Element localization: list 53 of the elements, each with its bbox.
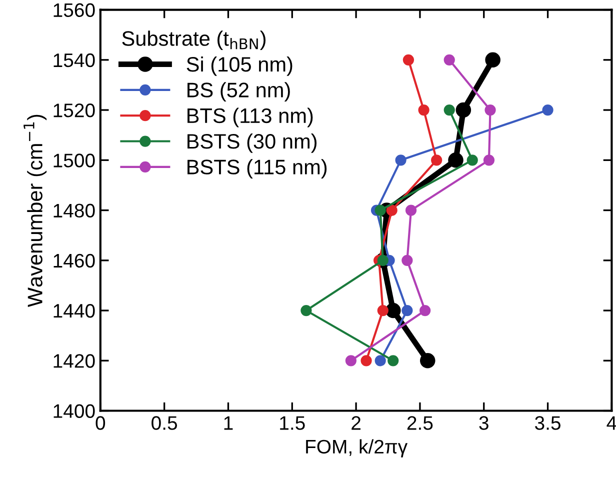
x-axis-title: FOM, k/2πγ	[306, 439, 408, 458]
y-tick-label: 1520	[54, 103, 95, 118]
y-tick-label: 1460	[54, 254, 95, 268]
point	[386, 204, 398, 216]
legend-title: Substrate (t$_{hBN}$)	[122, 30, 266, 50]
point	[484, 104, 496, 116]
x-tick-label: 1	[224, 416, 233, 430]
y-tick-label: 1480	[54, 204, 95, 218]
y-tick-label: 1420	[54, 354, 95, 368]
point	[402, 304, 413, 316]
legend-label: BS (52 nm)	[188, 82, 290, 102]
legend-label: BSTS (115 nm)	[188, 159, 327, 179]
point	[388, 355, 399, 366]
x-tick-label: 3	[479, 416, 488, 430]
y-tick-label: 1400	[54, 404, 95, 418]
legend-label: Si (105 nm)	[186, 56, 292, 76]
y-tick-label: 1560	[54, 3, 95, 18]
y-axis-title: Wavenumber (cm$^{−1}$)	[24, 114, 47, 308]
point	[485, 52, 500, 68]
point	[377, 304, 388, 316]
point	[444, 54, 455, 66]
x-tick-label: 3.5	[535, 416, 560, 430]
point	[345, 355, 356, 366]
point	[360, 355, 372, 366]
point	[374, 204, 386, 216]
x-tick-label: 0	[96, 416, 106, 430]
x-tick-label: 2.5	[407, 416, 433, 430]
point	[377, 254, 388, 266]
point	[385, 302, 401, 318]
point	[456, 102, 472, 118]
point	[420, 353, 436, 368]
point	[542, 104, 554, 116]
point	[395, 154, 406, 166]
y-tick-label: 1500	[54, 154, 95, 168]
point	[402, 54, 414, 66]
legend-label: BTS (113 nm)	[188, 108, 313, 128]
point	[483, 154, 495, 166]
x-tick-label: 2	[352, 416, 360, 430]
point	[420, 304, 431, 316]
point	[300, 304, 312, 316]
point	[466, 154, 478, 166]
point	[402, 254, 413, 266]
x-tick-label: 1.5	[280, 416, 305, 430]
y-tick-label: 1540	[54, 53, 95, 68]
point	[431, 154, 442, 166]
point	[448, 152, 464, 168]
x-tick-label: 0.5	[152, 416, 178, 430]
y-tick-label: 1440	[54, 304, 95, 318]
legend-label: BSTS (30 nm)	[188, 133, 317, 153]
point	[444, 104, 455, 116]
point	[405, 204, 417, 216]
point	[374, 355, 386, 366]
point	[418, 104, 430, 116]
